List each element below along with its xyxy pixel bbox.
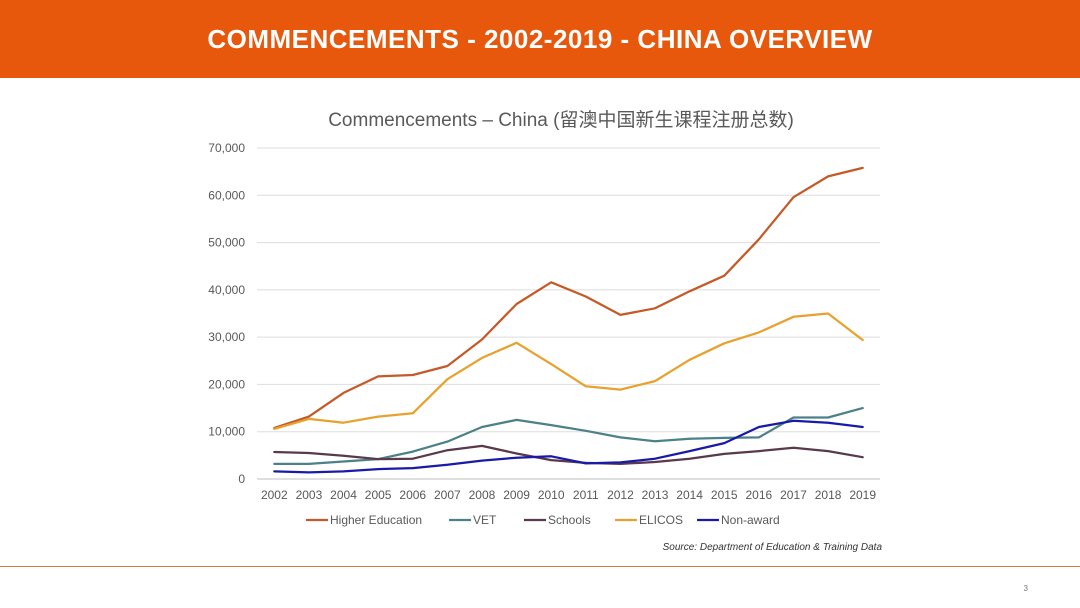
x-tick-label: 2011 [573,488,599,502]
legend-label-elicos: ELICOS [639,513,683,527]
chart-title: Commencements – China (留澳中国新生课程注册总数) [328,109,794,131]
x-tick-label: 2015 [711,488,738,502]
chart-area: Commencements – China (留澳中国新生课程注册总数) 0 10,… [0,78,1080,566]
legend-label-higher-education: Higher Education [330,513,422,527]
series-line-higher-education [273,166,864,430]
x-tick-label: 2005 [365,488,392,502]
series-line-elicos [273,312,864,431]
x-tick-label: 2007 [434,488,461,502]
x-tick-label: 2013 [642,488,669,502]
source-note: Source: Department of Education & Traini… [662,542,882,553]
x-tick-label: 2002 [261,488,288,502]
series-line-schools [273,444,864,466]
legend-label-vet: VET [473,513,497,527]
x-tick-label: 2006 [399,488,426,502]
series-line-vet [273,406,864,466]
x-tick-label: 2016 [746,488,773,502]
y-tick-label: 60,000 [208,188,245,202]
x-tick-label: 2017 [780,488,807,502]
x-tick-label: 2018 [815,488,842,502]
x-tick-label: 2009 [503,488,530,502]
x-tick-label: 2004 [330,488,357,502]
x-tick-label: 2012 [607,488,634,502]
slide-title: COMMENCEMENTS - 2002-2019 - CHINA OVERVI… [207,23,873,54]
x-tick-label: 2019 [849,488,876,502]
x-tick-label: 2014 [676,488,703,502]
x-tick-label: 2008 [469,488,496,502]
title-banner: COMMENCEMENTS - 2002-2019 - CHINA OVERVI… [0,0,1080,78]
footer-divider [0,566,1080,567]
series-line-non-award [273,419,864,474]
legend-label-schools: Schools [548,513,591,527]
y-tick-label: 30,000 [208,330,245,344]
x-tick-label: 2003 [296,488,323,502]
line-chart: Commencements – China (留澳中国新生课程注册总数) 0 10,… [208,109,880,527]
y-tick-label: 20,000 [208,377,245,391]
y-tick-label: 10,000 [208,425,245,439]
y-tick-label: 40,000 [208,283,245,297]
x-tick-label: 2010 [538,488,565,502]
page-number: 3 [1023,584,1028,593]
legend-label-non-award: Non-award [721,513,780,527]
y-tick-label: 70,000 [208,141,245,155]
y-tick-label: 0 [238,472,245,486]
y-tick-label: 50,000 [208,236,245,250]
